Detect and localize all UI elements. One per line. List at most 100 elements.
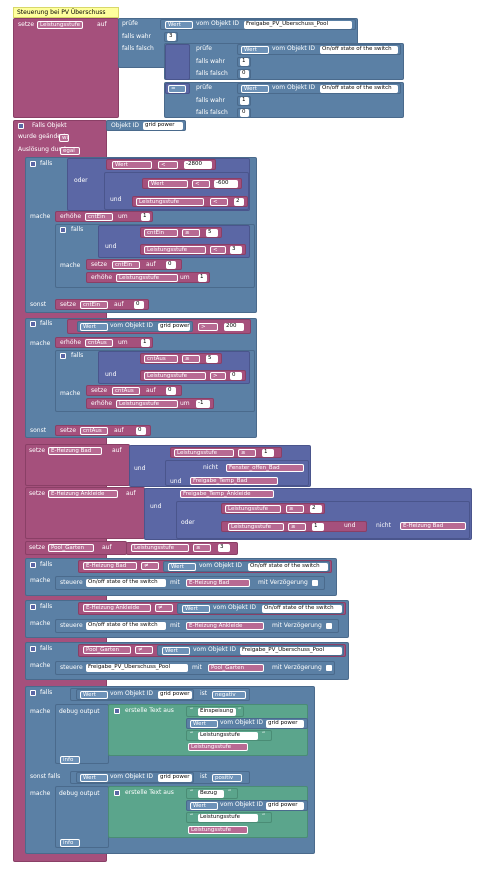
object-id-field[interactable]: grid power <box>158 773 192 782</box>
number-field[interactable]: 0 <box>230 371 242 380</box>
delay-checkbox[interactable] <box>326 665 332 671</box>
delay-checkbox[interactable] <box>326 623 332 629</box>
number-field[interactable]: -1 <box>196 400 210 408</box>
wert-dropdown[interactable]: Wert <box>241 45 269 54</box>
gear-icon[interactable] <box>18 123 24 129</box>
var-leistungsstufe-dropdown[interactable]: Leistungsstufe <box>188 743 248 751</box>
gear-icon[interactable] <box>30 646 36 652</box>
var-heizung-ankleide-dropdown[interactable]: E-Heizung Ankleide <box>186 622 264 630</box>
number-field[interactable]: 3 <box>167 33 176 41</box>
gear-icon[interactable] <box>30 321 36 327</box>
number-field[interactable]: 1 <box>240 58 249 66</box>
wert-vom-objekt-block[interactable] <box>76 689 194 700</box>
var-cntaus-dropdown[interactable]: cntAus <box>144 354 178 363</box>
set-leistungsstufe-block[interactable] <box>13 18 119 118</box>
state-dropdown[interactable]: positiv <box>212 773 242 782</box>
gt-operator-dropdown[interactable]: > <box>210 371 226 380</box>
var-leistungsstufe-dropdown[interactable]: Leistungsstufe <box>188 826 248 834</box>
compare-block[interactable] <box>140 227 222 238</box>
ge-operator-dropdown[interactable]: ≥ <box>182 228 200 237</box>
object-id-field[interactable]: On/off state of the switch <box>86 579 166 587</box>
var-fenster-offen-bad-dropdown[interactable]: Fenster_offen_Bad <box>226 464 304 472</box>
delay-checkbox[interactable] <box>312 580 318 586</box>
wert-vom-objekt-block[interactable] <box>186 718 308 729</box>
var-leistungsstufe-dropdown[interactable]: Leistungsstufe <box>225 504 281 513</box>
object-id-field[interactable]: grid power <box>143 122 183 130</box>
trigger-mode-dropdown[interactable]: wurde geändert <box>59 134 69 142</box>
wert-dropdown[interactable]: Wert <box>162 646 190 655</box>
log-level-dropdown[interactable]: info <box>60 839 80 847</box>
wert-vom-objekt-block[interactable] <box>186 800 308 811</box>
wert-dropdown[interactable]: Wert <box>182 604 210 613</box>
var-leistungsstufe-dropdown[interactable]: Leistungsstufe <box>228 522 284 531</box>
object-id-field[interactable]: grid power <box>266 801 304 810</box>
lt-operator-dropdown[interactable]: < <box>158 160 178 169</box>
wert-dropdown[interactable]: Wert <box>148 179 188 188</box>
var-heizung-ankleide-dropdown[interactable]: E-Heizung Ankleide <box>83 604 151 612</box>
state-dropdown[interactable]: negativ <box>212 690 246 699</box>
number-field[interactable]: 2 <box>310 504 322 513</box>
number-field[interactable]: 0 <box>240 70 249 78</box>
number-field[interactable]: 0 <box>134 301 144 309</box>
ge-operator-dropdown[interactable]: ≥ <box>286 504 304 513</box>
lt-operator-dropdown[interactable]: < <box>210 245 226 254</box>
number-field[interactable]: 1 <box>262 448 274 457</box>
number-field[interactable]: 0 <box>136 427 146 435</box>
object-id-field[interactable]: On/off state of the switch <box>86 622 166 630</box>
var-cntaus-dropdown[interactable]: cntAus <box>80 427 108 435</box>
var-cntaus-dropdown[interactable]: cntAus <box>112 387 140 395</box>
gear-icon[interactable] <box>60 227 66 233</box>
ne-operator-dropdown[interactable]: ≠ <box>135 646 153 654</box>
wert-vom-objekt-block[interactable] <box>237 44 401 55</box>
gear-icon[interactable] <box>30 562 36 568</box>
ge-operator-dropdown[interactable]: ≥ <box>193 544 211 552</box>
wert-dropdown[interactable]: Wert <box>190 801 218 810</box>
var-heizung-bad-dropdown[interactable]: E-Heizung Bad <box>48 447 102 455</box>
var-leistungsstufe-dropdown[interactable]: Leistungsstufe <box>131 544 189 552</box>
wert-dropdown[interactable]: Wert <box>165 20 193 29</box>
number-field[interactable]: 1 <box>312 522 324 531</box>
number-field[interactable]: 5 <box>206 228 218 237</box>
number-field[interactable]: 0 <box>166 261 176 269</box>
var-cntein-dropdown[interactable]: cntEin <box>85 213 113 221</box>
debug-output-block[interactable] <box>55 786 109 848</box>
var-leistungsstufe-dropdown[interactable]: Leistungsstufe <box>174 448 234 457</box>
text-field[interactable]: Bezug <box>198 789 224 798</box>
object-id-field[interactable]: Freigabe_PV_Überschuss_Pool <box>240 646 342 655</box>
wert-dropdown[interactable]: Wert <box>80 690 108 699</box>
lt-operator-dropdown[interactable]: < <box>192 179 210 188</box>
object-id-field[interactable]: grid power <box>266 719 304 728</box>
var-leistungsstufe-dropdown[interactable]: Leistungsstufe <box>116 274 178 282</box>
gear-icon[interactable] <box>114 790 120 796</box>
number-field[interactable]: -2800 <box>184 160 212 169</box>
ne-operator-dropdown[interactable]: ≠ <box>155 604 173 612</box>
ne-operator-dropdown[interactable]: ≠ <box>141 562 159 570</box>
wert-vom-objekt-block[interactable] <box>77 321 193 332</box>
object-id-field[interactable]: On/off state of the switch <box>320 84 398 93</box>
gear-icon[interactable] <box>30 161 36 167</box>
number-field[interactable]: 5 <box>206 354 218 363</box>
ausloesung-dropdown[interactable]: egal <box>60 147 80 155</box>
gear-icon[interactable] <box>30 690 36 696</box>
number-field[interactable]: 200 <box>224 322 244 331</box>
var-leistungsstufe-dropdown[interactable]: Leistungsstufe <box>116 400 178 408</box>
wert-dropdown[interactable]: Wert <box>241 84 269 93</box>
object-id-field[interactable]: On/off state of the switch <box>248 562 328 571</box>
var-cntaus-dropdown[interactable]: cntAus <box>85 339 113 347</box>
text-field[interactable]: Einspeisung <box>198 707 236 716</box>
gear-icon[interactable] <box>30 604 36 610</box>
number-field[interactable]: 3 <box>230 245 242 254</box>
object-id-field[interactable]: Freigabe_PV_Überschuss_Pool <box>86 664 188 672</box>
object-id-field[interactable]: On/off state of the switch <box>320 45 398 54</box>
text-field[interactable]: Leistungsstufe <box>198 813 258 822</box>
wert-vom-objekt-block[interactable] <box>237 83 401 94</box>
var-pool-garten-dropdown[interactable]: Pool_Garten <box>83 646 131 654</box>
ge-operator-dropdown[interactable]: ≥ <box>182 354 200 363</box>
object-id-field[interactable]: grid power <box>158 690 192 699</box>
wert-vom-objekt-block[interactable] <box>163 561 330 572</box>
var-heizung-bad-dropdown[interactable]: E-Heizung Bad <box>400 522 466 530</box>
var-pool-garten-dropdown[interactable]: Pool_Garten <box>208 664 264 672</box>
wert-vom-objekt-block[interactable] <box>76 772 194 783</box>
wert-dropdown[interactable]: Wert <box>168 562 196 571</box>
